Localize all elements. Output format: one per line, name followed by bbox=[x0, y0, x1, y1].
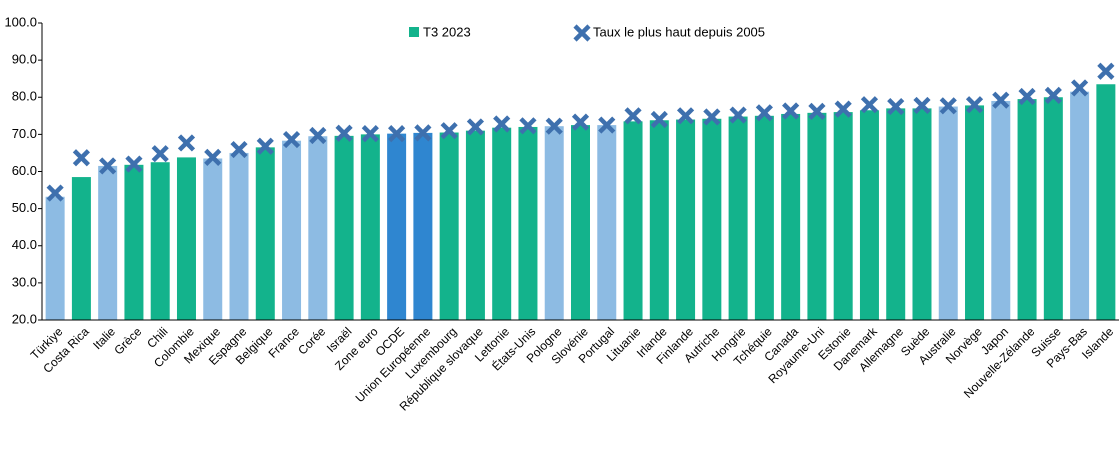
legend-label: Taux le plus haut depuis 2005 bbox=[593, 24, 765, 39]
x-tick-label: Corée bbox=[295, 324, 328, 357]
marker bbox=[519, 117, 537, 135]
bar bbox=[702, 118, 722, 320]
marker bbox=[1071, 79, 1089, 97]
marker bbox=[46, 184, 64, 202]
marker bbox=[204, 148, 222, 166]
marker bbox=[125, 155, 143, 173]
bar bbox=[360, 134, 380, 320]
bar bbox=[859, 110, 879, 321]
bar bbox=[1096, 84, 1116, 320]
marker bbox=[703, 108, 721, 126]
marker bbox=[545, 117, 563, 135]
legend-swatch bbox=[409, 27, 419, 37]
bar bbox=[255, 147, 275, 320]
marker bbox=[571, 113, 590, 131]
marker bbox=[598, 116, 616, 134]
marker bbox=[624, 107, 642, 125]
y-tick-label: 60.0 bbox=[12, 163, 37, 178]
bar bbox=[965, 105, 985, 320]
bar bbox=[465, 130, 485, 320]
marker bbox=[414, 124, 432, 142]
marker bbox=[177, 134, 196, 152]
marker bbox=[72, 149, 90, 167]
bar bbox=[1043, 97, 1063, 320]
bar bbox=[728, 116, 748, 321]
bar bbox=[781, 113, 801, 320]
x-tick-label: Grèce bbox=[111, 324, 144, 357]
bar bbox=[334, 135, 354, 320]
y-tick-label: 90.0 bbox=[12, 52, 37, 67]
marker bbox=[650, 110, 668, 129]
bar bbox=[45, 196, 65, 320]
marker bbox=[151, 145, 169, 163]
marker bbox=[755, 104, 773, 122]
marker bbox=[676, 107, 695, 125]
bar bbox=[886, 108, 906, 320]
y-tick-label: 20.0 bbox=[12, 311, 37, 326]
marker bbox=[440, 122, 458, 140]
bar bbox=[938, 106, 958, 320]
bar bbox=[203, 158, 223, 320]
marker bbox=[256, 137, 274, 155]
marker bbox=[913, 96, 931, 115]
marker bbox=[729, 106, 747, 124]
y-tick-label: 40.0 bbox=[12, 237, 37, 252]
bar bbox=[150, 162, 170, 320]
marker bbox=[992, 91, 1010, 109]
y-tick-label: 70.0 bbox=[12, 126, 37, 141]
legend-label: T3 2023 bbox=[423, 24, 471, 39]
y-tick-label: 30.0 bbox=[12, 274, 37, 289]
marker bbox=[99, 157, 117, 175]
bar bbox=[413, 132, 433, 320]
bar bbox=[518, 126, 538, 320]
marker bbox=[808, 102, 826, 120]
bar bbox=[544, 126, 564, 321]
bar bbox=[492, 127, 512, 320]
marker bbox=[860, 96, 879, 114]
bar bbox=[308, 136, 328, 320]
bar bbox=[623, 121, 643, 320]
marker bbox=[834, 100, 852, 118]
marker bbox=[939, 97, 957, 115]
bar bbox=[1070, 91, 1090, 321]
marker bbox=[965, 96, 984, 114]
y-tick-label: 100.0 bbox=[4, 14, 37, 29]
bar bbox=[1017, 99, 1037, 320]
y-tick-label: 80.0 bbox=[12, 89, 37, 104]
marker bbox=[1044, 86, 1062, 104]
marker bbox=[493, 115, 511, 133]
marker bbox=[1018, 87, 1036, 106]
x-tick-label: France bbox=[266, 324, 303, 361]
bar bbox=[98, 165, 118, 320]
marker bbox=[282, 130, 301, 149]
bar bbox=[71, 177, 91, 320]
bar bbox=[833, 112, 853, 320]
marker bbox=[1097, 62, 1115, 80]
bar bbox=[807, 112, 827, 320]
bar bbox=[439, 132, 459, 320]
marker bbox=[887, 97, 905, 116]
bar bbox=[282, 140, 302, 320]
bar bbox=[229, 152, 249, 320]
legend-marker bbox=[573, 24, 591, 42]
bar bbox=[649, 120, 669, 320]
bar bbox=[991, 100, 1011, 321]
marker bbox=[466, 118, 485, 136]
bar bbox=[597, 125, 617, 320]
bar bbox=[571, 125, 590, 320]
marker bbox=[335, 124, 353, 142]
bar bbox=[387, 133, 407, 320]
marker bbox=[230, 141, 248, 159]
marker bbox=[782, 102, 800, 120]
bar bbox=[912, 108, 932, 320]
bar bbox=[676, 119, 696, 321]
bar bbox=[176, 157, 196, 320]
marker bbox=[388, 125, 406, 143]
marker bbox=[361, 125, 379, 143]
marker bbox=[309, 126, 327, 145]
bar bbox=[754, 115, 774, 320]
bar bbox=[124, 164, 144, 320]
y-tick-label: 50.0 bbox=[12, 200, 37, 215]
